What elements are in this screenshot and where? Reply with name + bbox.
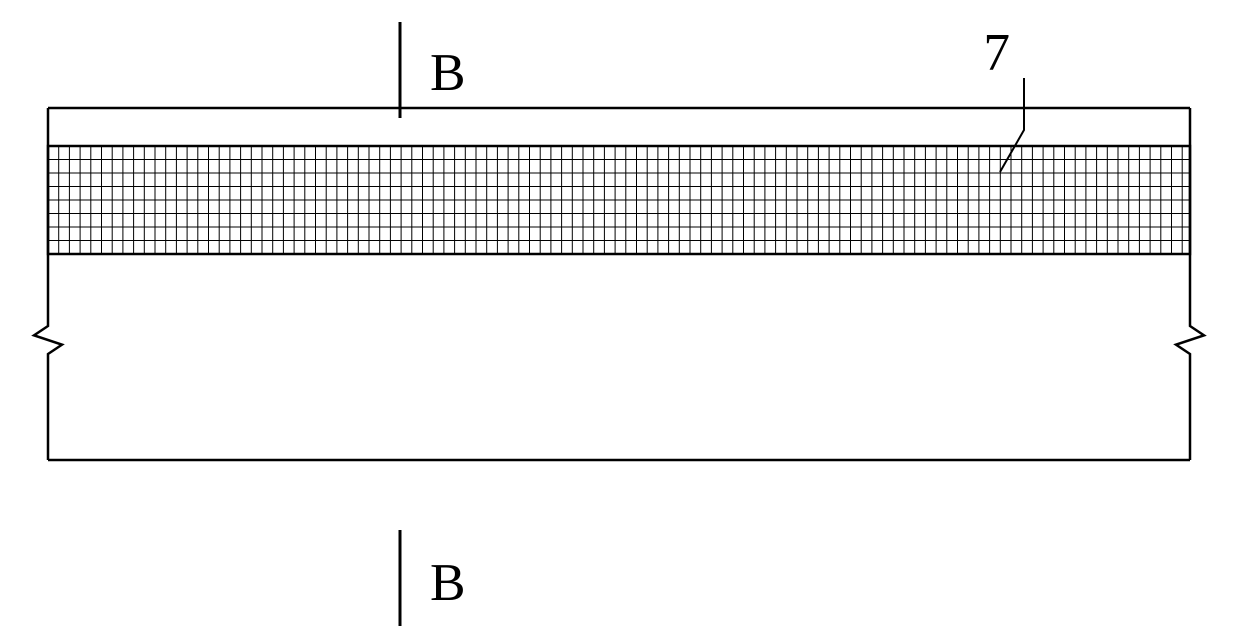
section-marks: BB <box>400 22 466 626</box>
hatched-band <box>48 146 1190 254</box>
callout-7-leader <box>1000 78 1024 172</box>
section-label-bottom-text: B <box>430 552 466 612</box>
outer-rectangle <box>34 108 1204 460</box>
callout-7-text: 7 <box>983 22 1010 82</box>
section-label-top-text: B <box>430 42 466 102</box>
